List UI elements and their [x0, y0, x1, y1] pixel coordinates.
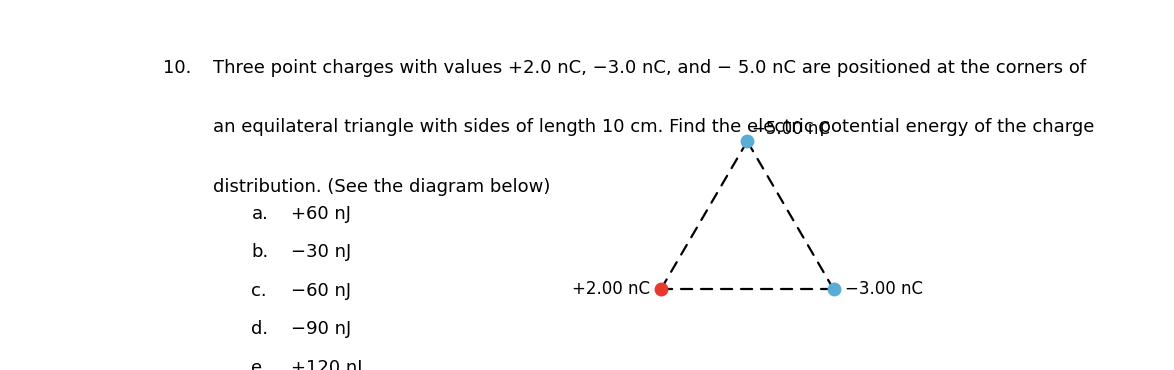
Text: d.: d.	[251, 320, 269, 338]
Text: −5.00 nC: −5.00 nC	[751, 120, 830, 138]
Text: +120 nJ: +120 nJ	[290, 359, 362, 370]
Text: b.: b.	[251, 243, 269, 261]
Text: e.: e.	[251, 359, 268, 370]
Text: −3.00 nC: −3.00 nC	[844, 280, 923, 299]
Text: Three point charges with values +2.0 nC, −3.0 nC, and − 5.0 nC are positioned at: Three point charges with values +2.0 nC,…	[214, 58, 1086, 77]
Text: −30 nJ: −30 nJ	[290, 243, 351, 261]
Text: distribution. (See the diagram below): distribution. (See the diagram below)	[214, 178, 551, 196]
Text: c.: c.	[251, 282, 266, 300]
Text: +2.00 nC: +2.00 nC	[572, 280, 650, 299]
Text: a.: a.	[251, 205, 268, 223]
Text: 10.: 10.	[163, 58, 191, 77]
Text: −90 nJ: −90 nJ	[290, 320, 351, 338]
Text: −60 nJ: −60 nJ	[290, 282, 351, 300]
Text: an equilateral triangle with sides of length 10 cm. Find the electric potential : an equilateral triangle with sides of le…	[214, 118, 1094, 137]
Text: +60 nJ: +60 nJ	[290, 205, 351, 223]
